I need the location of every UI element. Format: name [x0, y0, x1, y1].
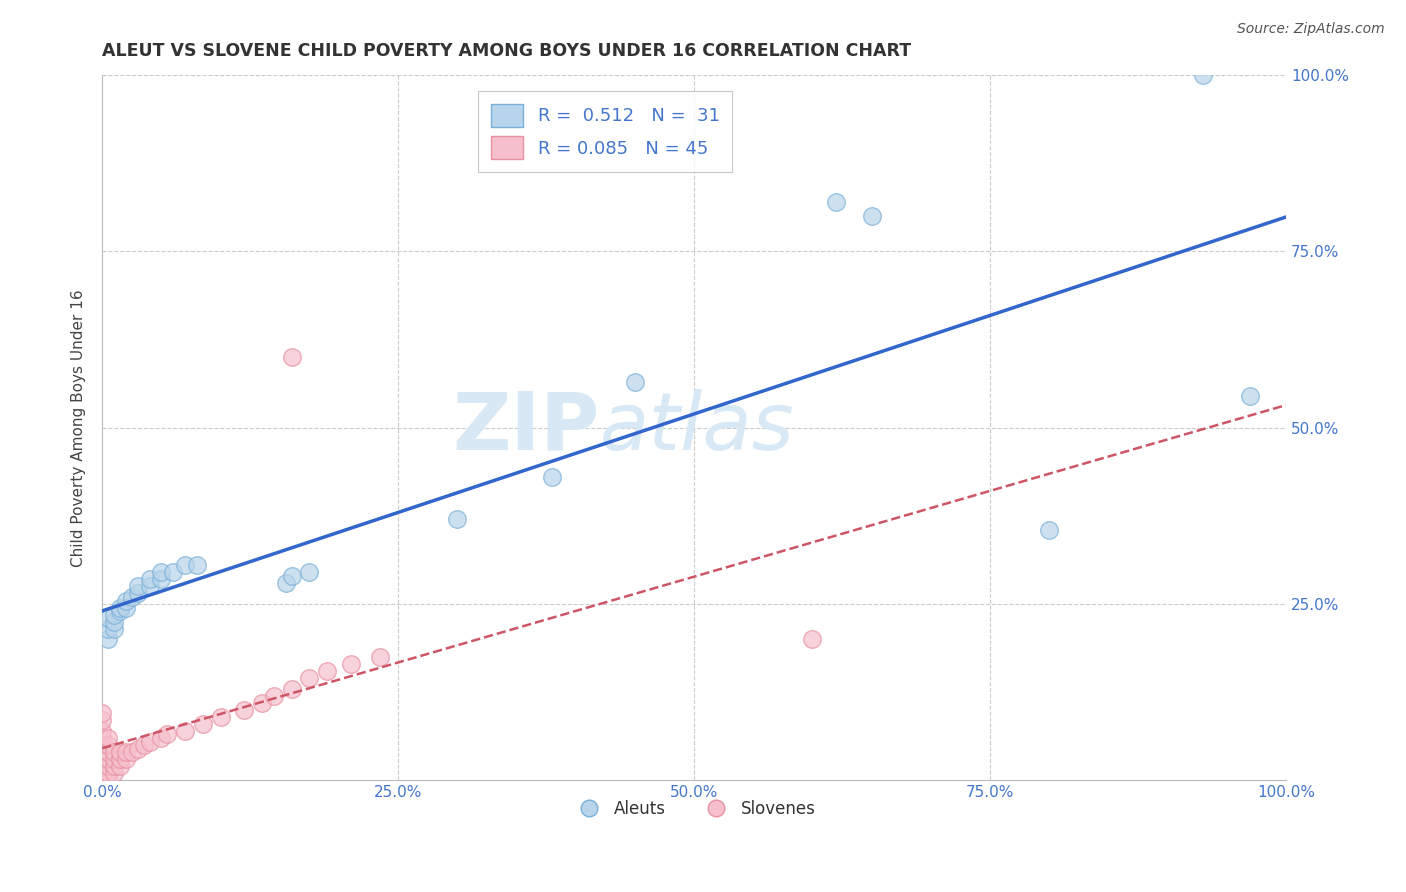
Point	[115, 745, 138, 759]
Point	[280, 569, 302, 583]
Point	[1239, 389, 1261, 403]
Point	[156, 727, 179, 741]
Text: atlas: atlas	[599, 389, 794, 467]
Point	[91, 752, 114, 766]
Point	[541, 470, 564, 484]
Point	[115, 600, 138, 615]
Point	[91, 706, 114, 721]
Legend: Aleuts, Slovenes: Aleuts, Slovenes	[565, 794, 823, 825]
Text: ALEUT VS SLOVENE CHILD POVERTY AMONG BOYS UNDER 16 CORRELATION CHART: ALEUT VS SLOVENE CHILD POVERTY AMONG BOY…	[103, 42, 911, 60]
Point	[108, 745, 131, 759]
Point	[132, 738, 155, 752]
Point	[186, 558, 208, 573]
Point	[274, 575, 297, 590]
Point	[801, 632, 824, 647]
Point	[91, 759, 114, 773]
Point	[97, 622, 120, 636]
Point	[138, 579, 160, 593]
Point	[263, 689, 285, 703]
Point	[191, 717, 214, 731]
Point	[97, 759, 120, 773]
Point	[115, 593, 138, 607]
Point	[174, 558, 197, 573]
Point	[127, 579, 149, 593]
Point	[91, 745, 114, 759]
Point	[150, 572, 173, 586]
Point	[91, 738, 114, 752]
Point	[280, 350, 302, 364]
Point	[97, 611, 120, 625]
Point	[138, 572, 160, 586]
Point	[103, 766, 125, 780]
Point	[174, 723, 197, 738]
Point	[97, 731, 120, 745]
Point	[121, 590, 143, 604]
Y-axis label: Child Poverty Among Boys Under 16: Child Poverty Among Boys Under 16	[72, 289, 86, 566]
Point	[298, 671, 321, 685]
Point	[825, 195, 848, 210]
Point	[97, 632, 120, 647]
Point	[233, 703, 256, 717]
Point	[127, 586, 149, 600]
Point	[108, 600, 131, 615]
Point	[860, 209, 883, 223]
Point	[103, 607, 125, 622]
Point	[103, 622, 125, 636]
Point	[316, 664, 339, 678]
Point	[108, 604, 131, 618]
Point	[108, 752, 131, 766]
Point	[370, 649, 392, 664]
Point	[97, 770, 120, 784]
Point	[298, 566, 321, 580]
Point	[446, 512, 468, 526]
Point	[97, 738, 120, 752]
Point	[103, 752, 125, 766]
Point	[127, 741, 149, 756]
Point	[1038, 523, 1060, 537]
Point	[103, 759, 125, 773]
Point	[162, 566, 184, 580]
Point	[150, 566, 173, 580]
Point	[97, 766, 120, 780]
Point	[1192, 68, 1215, 82]
Text: Source: ZipAtlas.com: Source: ZipAtlas.com	[1237, 22, 1385, 37]
Point	[103, 615, 125, 629]
Point	[121, 745, 143, 759]
Point	[624, 375, 647, 389]
Text: ZIP: ZIP	[453, 389, 599, 467]
Point	[138, 734, 160, 748]
Point	[103, 745, 125, 759]
Point	[108, 759, 131, 773]
Point	[209, 710, 232, 724]
Point	[150, 731, 173, 745]
Point	[280, 681, 302, 696]
Point	[91, 714, 114, 728]
Point	[91, 770, 114, 784]
Point	[91, 723, 114, 738]
Point	[340, 657, 363, 671]
Point	[250, 696, 273, 710]
Point	[91, 731, 114, 745]
Point	[97, 752, 120, 766]
Point	[115, 752, 138, 766]
Point	[97, 745, 120, 759]
Point	[91, 763, 114, 777]
